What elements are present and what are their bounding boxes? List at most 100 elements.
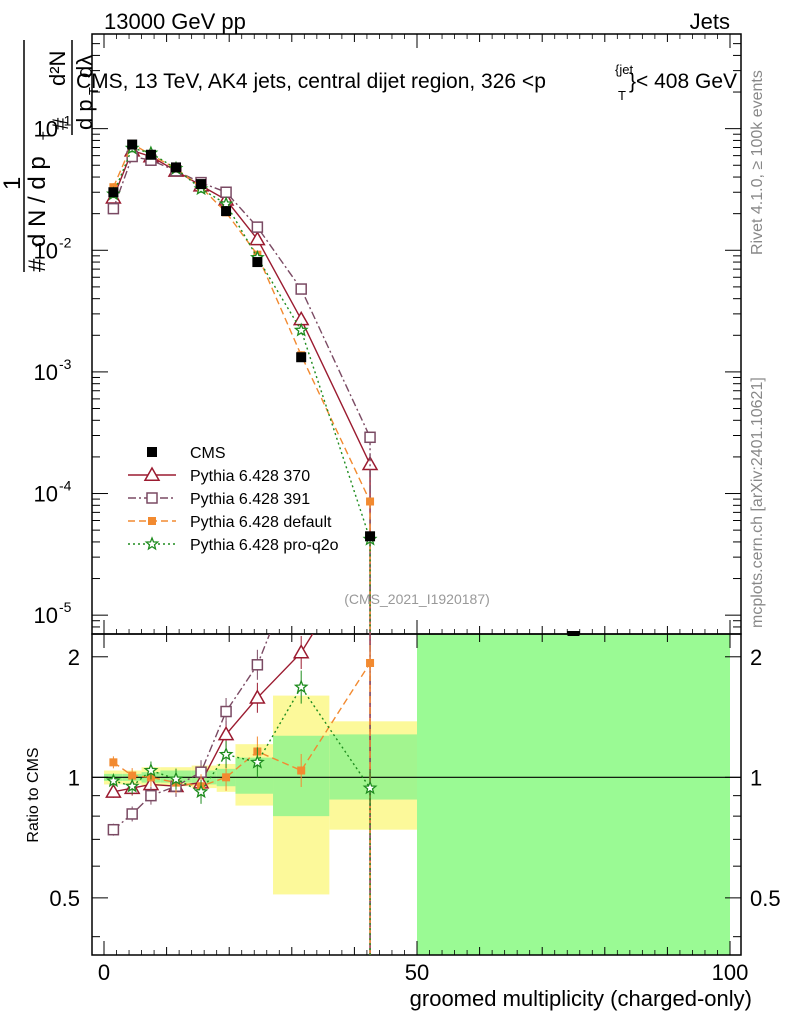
legend-label: Pythia 6.428 default: [190, 514, 332, 531]
y-tick-label: 10: [34, 117, 58, 142]
y-axis-label: # d N / d p T 1 # d p T dλ d²N: [0, 40, 101, 272]
ratio-tick-label-right: 0.5: [750, 886, 781, 911]
marker-square-open: [295, 283, 307, 295]
marker-data: [170, 162, 181, 173]
y-tick-exponent: -2: [59, 234, 72, 250]
marker-square-filled: [222, 773, 231, 782]
series-pythia-6-428-370: [105, 142, 379, 634]
marker-star: [143, 762, 159, 777]
header-left: 13000 GeV pp: [104, 9, 246, 34]
marker-star: [193, 784, 209, 799]
marker-data-edge: [567, 631, 580, 636]
y-label-d2N: d²N: [45, 51, 70, 86]
ratio-tick-label: 0.5: [49, 886, 80, 911]
marker-triangle: [292, 643, 310, 659]
marker-triangle: [143, 466, 161, 481]
rivet-label: Rivet 4.1.0, ≥ 100k events: [749, 70, 766, 255]
marker-triangle: [249, 689, 266, 704]
series-line: [112, 149, 371, 465]
ratio-tick-label-right: 2: [750, 645, 762, 670]
marker-square-open: [251, 221, 264, 233]
y-tick-exponent: -4: [59, 478, 72, 494]
text-labels: 13000 GeV pp Jets CMS, 13 TeV, AK4 jets,…: [0, 9, 766, 1011]
marker-star: [250, 754, 265, 769]
x-tick-label: 0: [98, 960, 110, 985]
ratio-pythia-6-428-391: [107, 634, 371, 955]
marker-square-open: [251, 659, 264, 671]
chart-title-end: }< 408 GeV: [629, 70, 737, 93]
marker-square-open: [145, 789, 157, 802]
marker-square-filled: [366, 658, 375, 667]
series-line: [112, 155, 371, 438]
mcplots-label: mcplots.cern.ch [arXiv:2401.10621]: [749, 377, 766, 628]
marker-triangle: [217, 725, 235, 741]
ratio-y-label: Ratio to CMS: [25, 747, 42, 842]
legend-label: Pythia 6.428 370: [190, 468, 310, 485]
y-label-T: T: [39, 131, 55, 140]
marker-star: [293, 322, 309, 337]
legend-label-cms: CMS: [190, 445, 226, 462]
marker-star: [293, 679, 309, 694]
series-pythia-6-428-391: [107, 150, 376, 634]
ratio-pythia-6-428-pro-q2o: [106, 670, 378, 955]
ratio-line: [112, 634, 271, 831]
ratio-series: [105, 634, 378, 955]
marker-data: [221, 206, 232, 217]
marker-data: [108, 187, 119, 198]
marker-square-open: [107, 823, 120, 836]
y-label-dN: d N / d p: [24, 156, 51, 247]
y-label-one: 1: [0, 177, 26, 190]
y-tick-exponent: -1: [59, 113, 72, 129]
marker-square-open: [107, 202, 120, 215]
marker-square-open: [146, 492, 158, 504]
legend-label: Pythia 6.428 pro-q2o: [190, 537, 339, 554]
main-series: [105, 139, 579, 634]
legend-label: Pythia 6.428 391: [190, 491, 310, 508]
marker-square-open: [126, 808, 138, 820]
marker-star: [168, 771, 184, 786]
y-label-T2: T: [86, 87, 101, 95]
legend-marker-cms: [147, 447, 157, 457]
marker-square-filled: [297, 766, 306, 775]
y-label-dpt: d p: [72, 99, 97, 130]
series-pythia-6-428-default: [109, 139, 375, 634]
marker-star: [362, 780, 378, 795]
marker-triangle: [105, 783, 122, 798]
chart-title-main: CMS, 13 TeV, AK4 jets, central dijet reg…: [76, 70, 546, 93]
ratio-tick-label: 1: [68, 765, 80, 790]
marker-star: [106, 772, 121, 788]
y-label-hash2: #: [48, 117, 73, 130]
ratio-tick-label: 2: [68, 645, 80, 670]
ratio-tick-label-right: 1: [750, 765, 762, 790]
y-tick-label: 10: [34, 360, 58, 385]
marker-square-filled: [148, 517, 156, 525]
x-tick-label: 100: [712, 960, 749, 985]
marker-square-filled: [366, 497, 375, 506]
series-cms-data: [108, 139, 579, 634]
x-axis-label: groomed multiplicity (charged-only): [410, 986, 752, 1011]
marker-star: [218, 746, 234, 761]
chart-title-sub: T: [618, 88, 626, 103]
y-label-dl: dλ: [72, 55, 97, 78]
series-layer: [105, 139, 580, 955]
marker-square-filled: [128, 771, 137, 780]
marker-data: [145, 149, 156, 160]
y-tick-label: 10: [34, 482, 58, 507]
marker-square-open: [220, 186, 232, 198]
series-pythia-6-428-pro-q2o: [106, 140, 378, 634]
uncertainty-bands: [104, 634, 730, 955]
marker-triangle: [249, 230, 266, 246]
analysis-label: (CMS_2021_I1920187): [344, 591, 490, 607]
marker-data: [296, 352, 307, 363]
marker-square-open: [364, 431, 376, 444]
chart-title: CMS, 13 TeV, AK4 jets, central dijet reg…: [76, 62, 737, 103]
series-line: [112, 142, 371, 502]
marker-square-open: [220, 705, 232, 718]
marker-data: [252, 257, 263, 268]
y-tick-label: 10: [34, 238, 58, 263]
marker-star: [124, 778, 140, 793]
marker-data: [196, 179, 207, 190]
